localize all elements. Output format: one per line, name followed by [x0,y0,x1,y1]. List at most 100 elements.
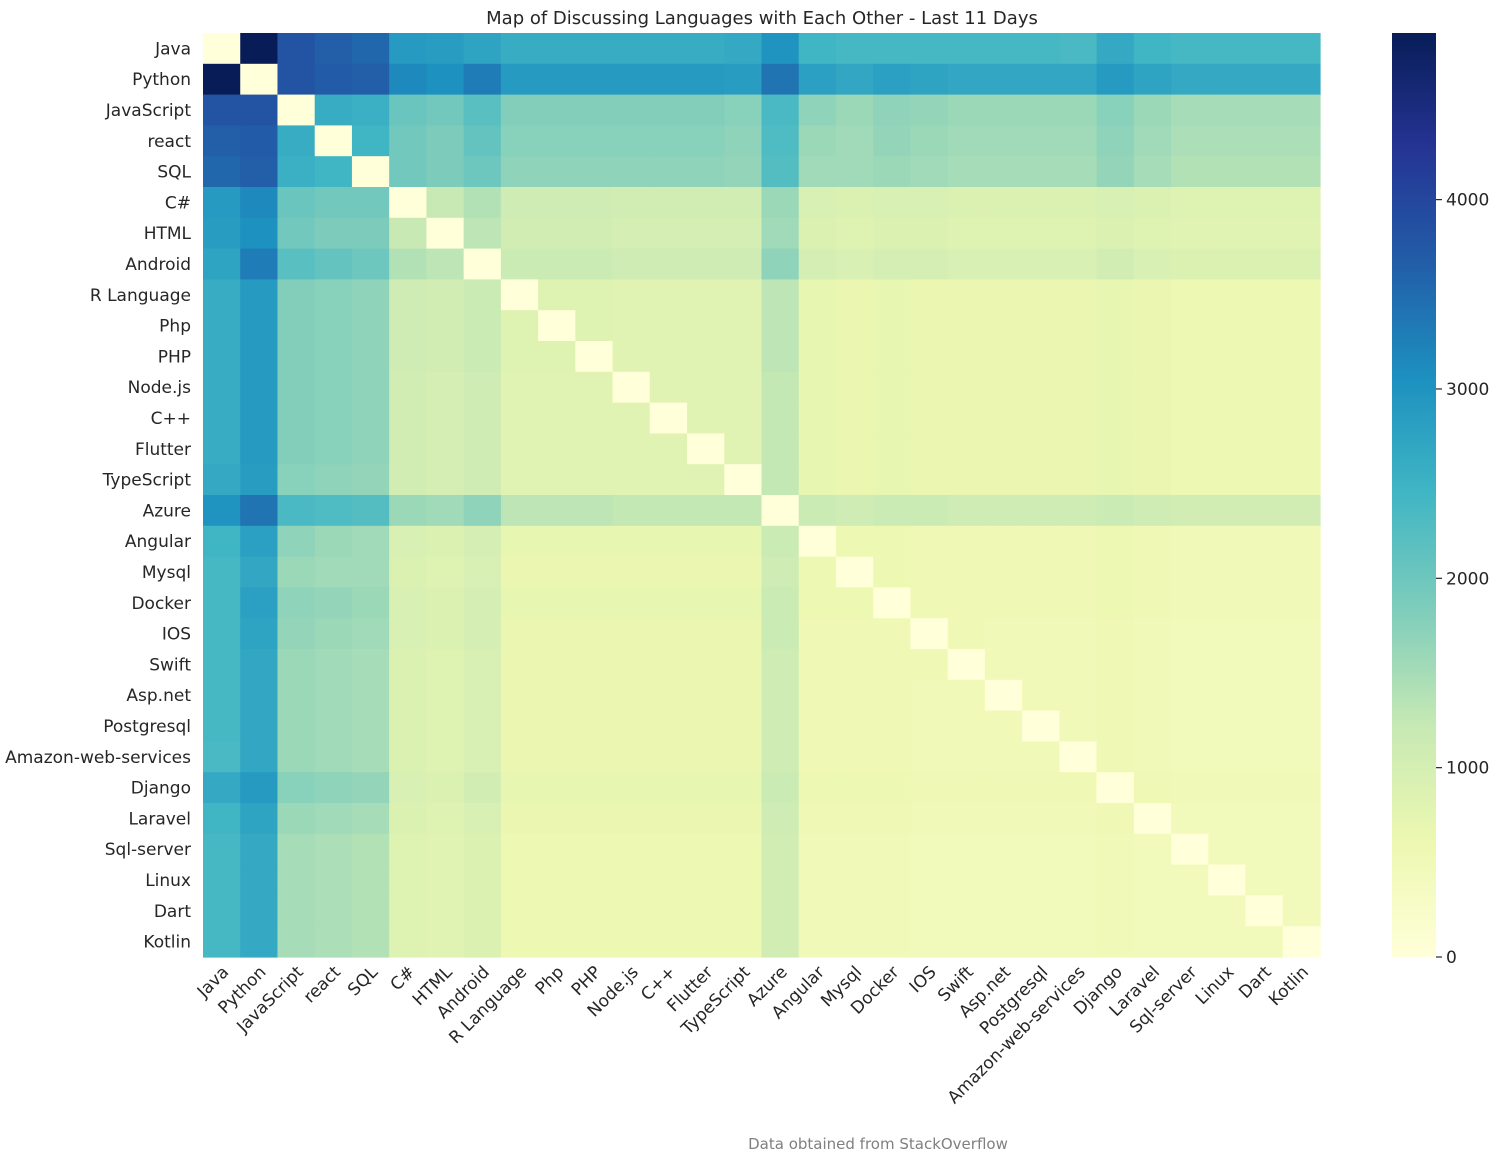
heatmap-cell [314,710,353,742]
heatmap-cell [1171,402,1209,434]
heatmap-cell [1208,556,1247,588]
heatmap-cell [835,279,874,311]
heatmap-cell [538,464,576,496]
y-tick-label: Python [132,70,191,90]
heatmap-cell [538,248,576,280]
heatmap-cell [873,402,912,434]
heatmap-cell [984,833,1023,866]
heatmap-cell [612,772,651,804]
heatmap-cell [873,926,912,958]
heatmap-cell [1208,156,1247,188]
heatmap-cell [1208,433,1247,465]
heatmap-cell [426,433,465,465]
heatmap-cell [1282,464,1321,496]
y-tick-label: Node.js [128,378,191,398]
heatmap-cell [500,464,539,496]
heatmap-cell [538,710,576,742]
heatmap-cell [351,125,390,157]
heatmap-cell [649,464,688,496]
heatmap-cell [873,33,912,65]
heatmap-cell [240,772,279,804]
heatmap-cell [500,895,539,927]
heatmap-cell [1171,741,1209,773]
heatmap-cell [500,310,539,342]
heatmap-cell [612,556,651,588]
heatmap-cell [389,525,427,558]
heatmap-cell [1096,772,1135,804]
heatmap-cell [426,371,465,404]
heatmap-cell [277,341,316,373]
heatmap-cell [873,772,912,804]
heatmap-cell [277,649,316,681]
heatmap-cell [612,895,651,927]
heatmap-cell [1096,833,1135,866]
y-tick-label: Swift [149,655,191,675]
heatmap-cell [538,125,576,157]
heatmap-cell [1133,217,1172,250]
y-tick-label: R Language [90,286,191,306]
heatmap-cell [1245,371,1284,404]
heatmap-cell [240,895,279,927]
heatmap-cell [1245,741,1284,773]
heatmap-cell [575,864,614,896]
heatmap-cell [1022,710,1060,742]
heatmap-cell [351,217,390,250]
heatmap-cell [947,803,986,835]
heatmap-cell [649,679,688,712]
heatmap-cell [984,803,1023,835]
heatmap-cell [687,710,725,742]
heatmap-cell [649,741,688,773]
heatmap-cell [798,741,837,773]
heatmap-cell [463,94,502,126]
heatmap-cell [575,187,614,219]
heatmap-cell [984,217,1023,250]
heatmap-cell [835,464,874,496]
heatmap-cell [314,464,353,496]
heatmap-cell [798,310,837,342]
heatmap-cell [649,772,688,804]
heatmap-cell [277,926,316,958]
heatmap-cell [761,341,800,373]
heatmap-cell [1022,94,1060,126]
heatmap-cell [984,926,1023,958]
heatmap-cell [1245,464,1284,496]
heatmap-cell [538,556,576,588]
heatmap-cell [463,803,502,835]
heatmap-cell [761,649,800,681]
heatmap-cell [426,710,465,742]
heatmap-cell [1022,495,1060,527]
heatmap-cell [1096,803,1135,835]
heatmap-cell [798,402,837,434]
heatmap-cell [873,556,912,588]
heatmap-cell [687,156,725,188]
heatmap-cell [1133,248,1172,280]
heatmap-cell [1245,495,1284,527]
heatmap-cell [1208,33,1247,65]
heatmap-cell [314,556,353,588]
heatmap-cell [277,371,316,404]
heatmap-cell [649,864,688,896]
heatmap-cell [1171,710,1209,742]
heatmap-cell [687,187,725,219]
heatmap-cell [984,895,1023,927]
heatmap-cell [389,833,427,866]
heatmap-cell [873,63,912,96]
heatmap-cell [1171,464,1209,496]
heatmap-cell [649,125,688,157]
heatmap-cell [798,341,837,373]
heatmap-cell [984,125,1023,157]
heatmap-cell [1059,587,1098,619]
heatmap-cell [389,495,427,527]
heatmap-cell [426,772,465,804]
heatmap-cell [1245,217,1284,250]
heatmap-cell [761,926,800,958]
heatmap-cell [947,279,986,311]
heatmap-cell [575,679,614,712]
heatmap-cell [240,679,279,712]
heatmap-cell [873,649,912,681]
heatmap-cell [612,587,651,619]
heatmap-cell [947,464,986,496]
heatmap-cell [1133,525,1172,558]
heatmap-cell [835,156,874,188]
heatmap-cell [203,279,241,311]
